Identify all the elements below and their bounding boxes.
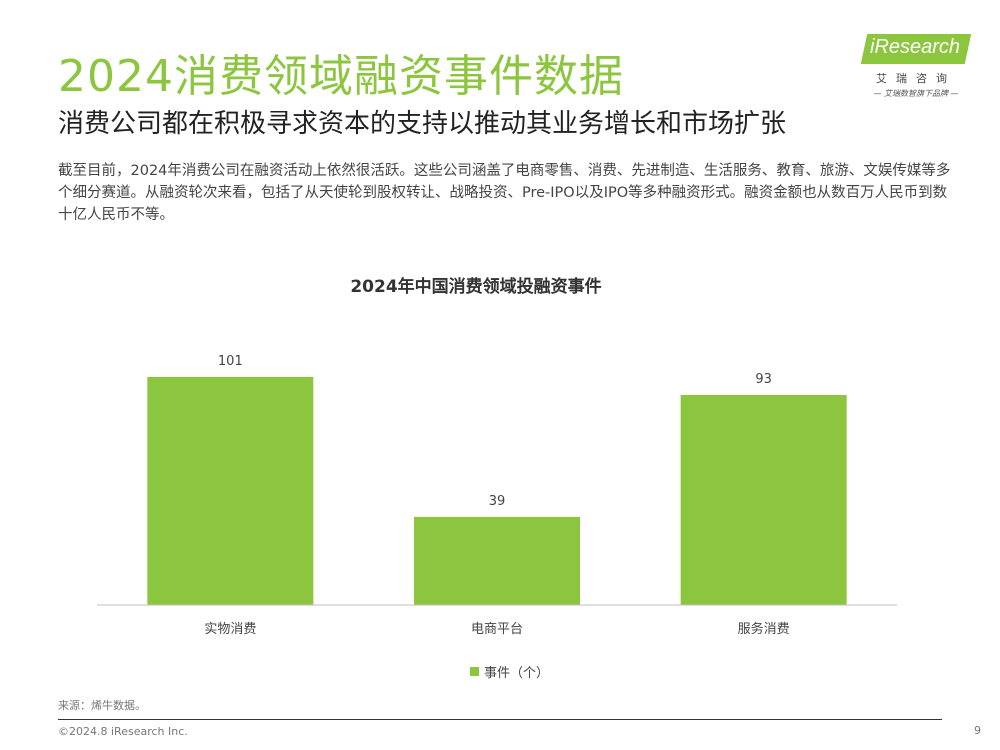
bar-2 bbox=[680, 394, 847, 605]
logo-tagline: — 艾瑞数智旗下品牌 — bbox=[873, 89, 959, 98]
logo-chinese-name: 艾瑞咨询 bbox=[876, 72, 956, 85]
category-label-1: 电商平台 bbox=[471, 622, 523, 637]
bar-1 bbox=[414, 516, 580, 605]
category-label-0: 实物消费 bbox=[204, 622, 256, 637]
iresearch-logo: iResearch 艾瑞咨询 — 艾瑞数智旗下品牌 — bbox=[860, 32, 972, 100]
legend-label: 事件（个） bbox=[484, 666, 550, 681]
data-label-2: 93 bbox=[755, 372, 772, 387]
data-label-1: 39 bbox=[489, 494, 506, 509]
logo-wordmark: iResearch bbox=[870, 36, 961, 58]
page-number: 9 bbox=[974, 724, 981, 737]
bar-0 bbox=[147, 376, 314, 605]
source-note: 来源：烯牛数据。 bbox=[58, 699, 146, 712]
category-label-2: 服务消费 bbox=[738, 621, 790, 637]
page-title: 2024消费领域融资事件数据 bbox=[58, 51, 624, 102]
legend-swatch bbox=[470, 667, 479, 676]
data-label-0: 101 bbox=[218, 354, 243, 369]
chart-legend: 事件（个） bbox=[470, 662, 549, 681]
intro-paragraph: 截至目前，2024年消费公司在融资活动上依然很活跃。这些公司涵盖了电商零售、消费… bbox=[58, 163, 951, 223]
footer-divider bbox=[58, 719, 942, 720]
page-subtitle: 消费公司都在积极寻求资本的支持以推动其业务增长和市场扩张 bbox=[58, 109, 787, 139]
bar-chart: 101 实物消费 39 电商平台 93 服务消费 bbox=[97, 354, 897, 637]
copyright: ©2024.8 iResearch Inc. bbox=[58, 725, 188, 738]
chart-title: 2024年中国消费领域投融资事件 bbox=[350, 277, 602, 297]
